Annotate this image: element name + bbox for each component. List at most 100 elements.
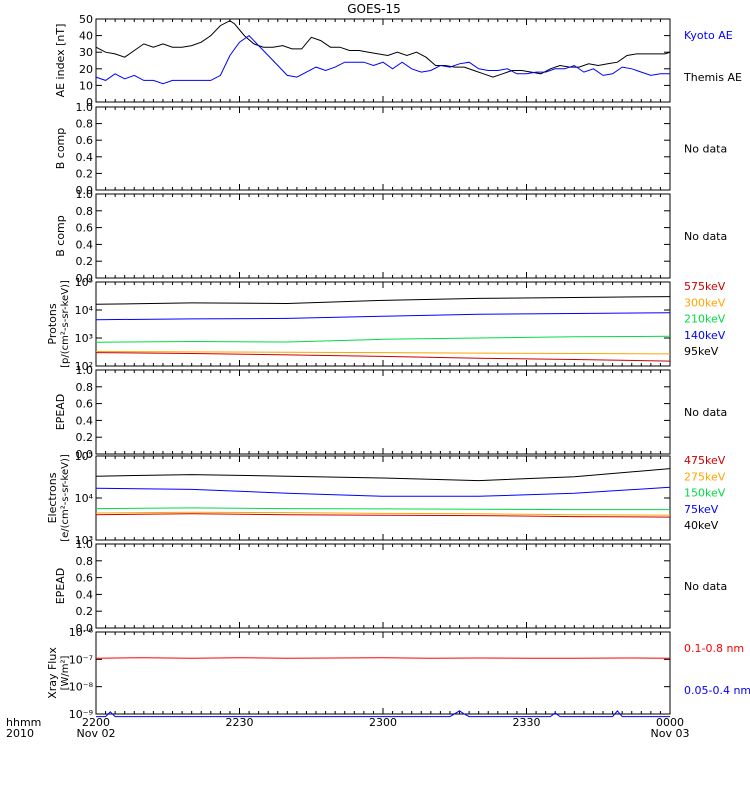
y-tick-label: 0.8 xyxy=(76,205,94,218)
panel-epead1: 1.0 0.8 0.6 0.4 0.2 0.0 EPEAD No data xyxy=(54,364,727,461)
y-tick-label: 10⁴ xyxy=(75,492,94,505)
y-tick-label: 0.8 xyxy=(76,118,94,131)
y-tick-label: 10² xyxy=(75,360,93,373)
y-tick-label: 0.0 xyxy=(76,184,94,197)
y-tick-label: 10⁻⁷ xyxy=(69,653,93,666)
panel-frame xyxy=(95,455,671,541)
series-line-275kev xyxy=(95,511,671,516)
y-tick-label: 0.6 xyxy=(76,572,94,585)
series-line-95kev xyxy=(95,296,671,305)
panel-electrons: 10⁵ 10⁴ 10³ Electrons [e/(cm²-s-sr-keV)] 475k… xyxy=(46,450,726,547)
y-axis-label: AE index [nT] xyxy=(54,24,67,98)
y-tick-label: 0.8 xyxy=(76,381,94,394)
series-line-475kev xyxy=(95,513,671,518)
no-data-note: No data xyxy=(684,406,727,419)
y-tick-label: 0.0 xyxy=(76,622,94,635)
legend-entry: 275keV xyxy=(684,470,726,483)
y-tick-label: 0.2 xyxy=(76,431,94,444)
y-tick-label: 0 xyxy=(86,96,93,109)
legend-entry: 0.1-0.8 nm xyxy=(684,642,744,655)
time-tick-label: 2200 xyxy=(82,716,110,729)
legend-entry: 475keV xyxy=(684,454,726,467)
y-tick-label: 0.4 xyxy=(76,414,94,427)
y-tick-label: 0.4 xyxy=(76,151,94,164)
panel-epead2: 1.0 0.8 0.6 0.4 0.2 0.0 EPEAD No data xyxy=(54,538,727,635)
y-tick-label: 10⁴ xyxy=(75,304,94,317)
y-tick-label: 10⁻⁶ xyxy=(69,626,94,639)
y-tick-label: 0.4 xyxy=(76,588,94,601)
y-axis-label: B comp xyxy=(54,215,67,257)
legend-entry: 75keV xyxy=(684,503,719,516)
y-tick-label: 0.6 xyxy=(76,134,94,147)
y-tick-label: 0.6 xyxy=(76,398,94,411)
y-tick-label: 0.2 xyxy=(76,255,94,268)
y-tick-label: 0.2 xyxy=(76,605,94,618)
legend-entry: 40keV xyxy=(684,519,719,532)
y-axis-label: EPEAD xyxy=(54,568,67,605)
series-line-150kev xyxy=(95,507,670,511)
y-axis-label: Xray Flux xyxy=(46,647,59,699)
legend-entry: 140keV xyxy=(684,329,726,342)
y-tick-label: 0.8 xyxy=(76,555,94,568)
y-tick-label: 1.0 xyxy=(76,538,94,551)
panel-frame xyxy=(95,193,671,279)
legend-entry: 210keV xyxy=(684,313,726,326)
y-tick-label: 1.0 xyxy=(76,364,94,377)
no-data-note: No data xyxy=(684,143,727,156)
panel-frame xyxy=(95,631,671,715)
legend-entry: Themis AE xyxy=(683,71,742,84)
y-tick-label: 10 xyxy=(79,79,93,92)
series-line-kyoto-ae xyxy=(95,34,670,85)
panel-frame xyxy=(95,106,671,191)
time-axis-row1-label: hhmm xyxy=(6,716,41,729)
legend-entry: 0.05-0.4 nm xyxy=(684,684,750,697)
y-axis-label: Electrons xyxy=(46,472,59,523)
y-axis-label: EPEAD xyxy=(54,394,67,431)
series-line-75kev xyxy=(95,486,671,497)
y-tick-label: 10⁻⁸ xyxy=(69,681,94,694)
time-axis-row2-label: 2010 xyxy=(6,727,34,740)
panel-b1: 1.0 0.8 0.6 0.4 0.2 0.0 B comp No data xyxy=(54,101,727,197)
y-axis-unit-label: [W/m²] xyxy=(60,655,71,690)
time-tick-label: 2230 xyxy=(226,716,254,729)
no-data-note: No data xyxy=(684,580,727,593)
y-tick-label: 0.2 xyxy=(76,167,94,180)
legend-entry: 575keV xyxy=(684,280,726,293)
legend-entry: 300keV xyxy=(684,296,726,309)
time-tick-label: 0000 xyxy=(656,716,684,729)
y-tick-label: 0.6 xyxy=(76,222,94,235)
y-tick-label: 1.0 xyxy=(76,188,94,201)
panel-frame xyxy=(95,369,671,455)
y-axis-unit-label: [p/(cm²-s-sr-keV)] xyxy=(60,280,71,368)
series-line-575kev xyxy=(95,352,671,362)
series-line-40kev xyxy=(95,468,671,482)
panels: 50 40 30 20 10 0 AE index [nT] Kyoto AE Themis A… xyxy=(46,13,750,721)
chart-title: GOES-15 xyxy=(347,2,401,16)
series-line-themis-ae xyxy=(95,20,671,78)
series-line-210kev xyxy=(95,335,671,343)
panel-xray: 10⁻⁶ 10⁻⁷ 10⁻⁸ 10⁻⁹ Xray Flux [W/m²] 0.1-0.8 n… xyxy=(46,626,750,721)
y-tick-label: 0.0 xyxy=(76,272,94,285)
legend-entry: 150keV xyxy=(684,487,726,500)
time-tick-label: 2300 xyxy=(369,716,397,729)
series-line-300kev xyxy=(95,351,671,355)
y-tick-label: 1.0 xyxy=(76,101,94,114)
y-tick-label: 10⁵ xyxy=(75,276,93,289)
y-tick-label: 20 xyxy=(79,63,93,76)
y-tick-label: 50 xyxy=(79,13,93,26)
series-line-0-1-0-8-nm xyxy=(95,657,671,659)
no-data-note: No data xyxy=(684,230,727,243)
panel-protons: 10⁵ 10⁴ 10³ 10² Protons [p/(cm²-s-sr-keV)] 575… xyxy=(46,276,726,373)
y-tick-label: 30 xyxy=(79,46,93,59)
y-tick-label: 0.4 xyxy=(76,238,94,251)
y-axis-unit-label: [e/(cm²-s-sr-keV)] xyxy=(60,454,71,542)
time-tick-label: 2330 xyxy=(513,716,541,729)
y-tick-label: 40 xyxy=(79,30,93,43)
time-tick-date: Nov 03 xyxy=(651,727,690,740)
legend-entry: 95keV xyxy=(684,345,719,358)
panel-ae: 50 40 30 20 10 0 AE index [nT] Kyoto AE Themis A… xyxy=(54,13,742,109)
panel-b2: 1.0 0.8 0.6 0.4 0.2 0.0 B comp No data xyxy=(54,188,727,285)
y-tick-label: 10³ xyxy=(75,534,93,547)
